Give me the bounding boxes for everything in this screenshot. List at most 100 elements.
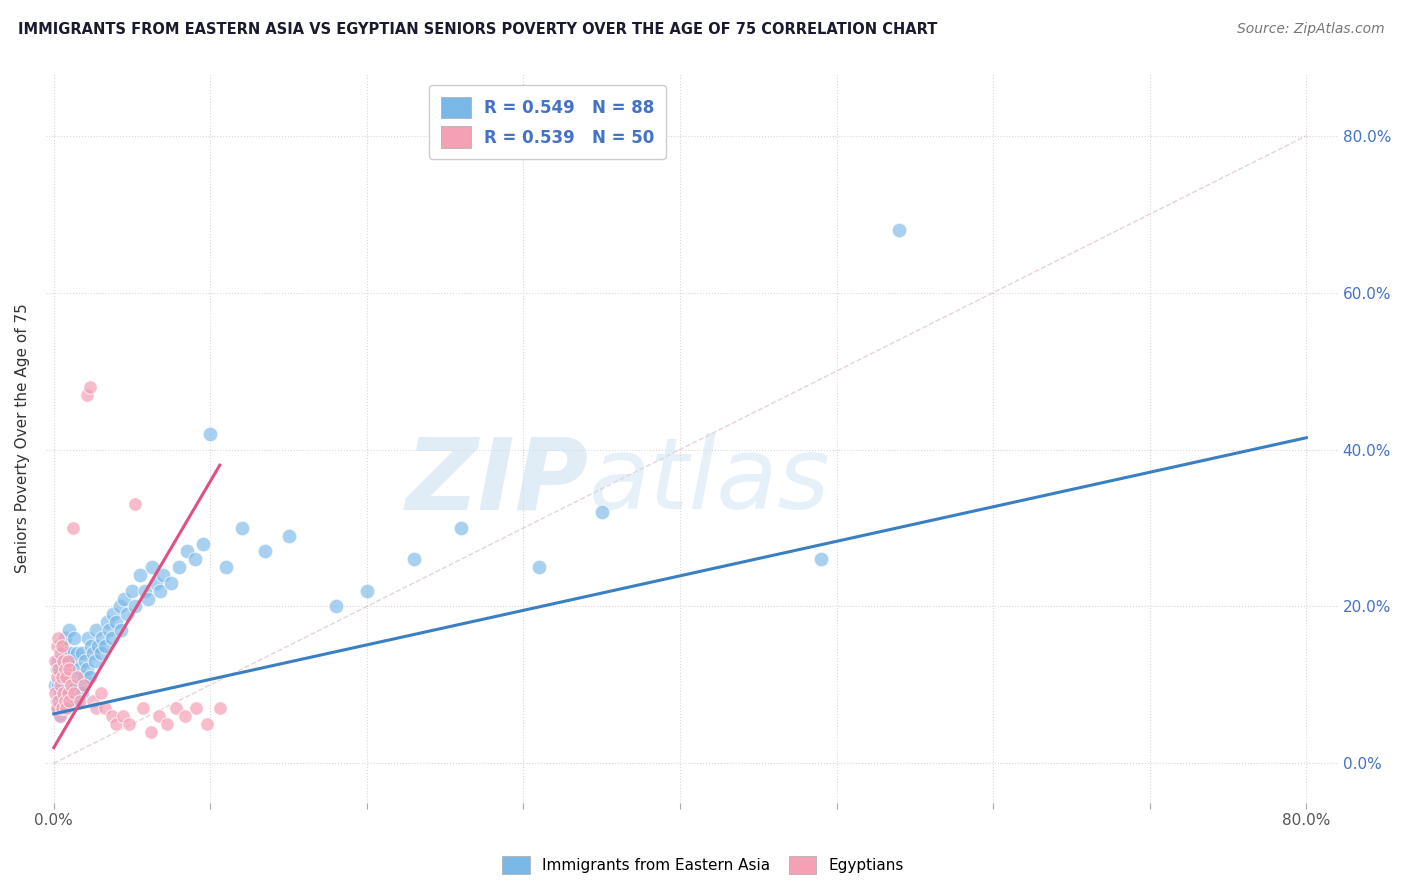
Point <box>55 701 77 715</box>
Point <box>200 426 222 441</box>
Point <box>83 654 105 668</box>
Point <box>149 583 172 598</box>
Point <box>51 701 73 715</box>
Point <box>45 701 67 715</box>
Point <box>124 599 146 614</box>
Legend: Immigrants from Eastern Asia, Egyptians: Immigrants from Eastern Asia, Egyptians <box>496 850 910 880</box>
Point <box>45 662 67 676</box>
Point <box>277 529 299 543</box>
Point <box>145 575 167 590</box>
Point <box>152 568 174 582</box>
Point <box>67 662 90 676</box>
Point <box>56 693 79 707</box>
Point <box>49 709 72 723</box>
Point <box>77 631 100 645</box>
Point <box>51 678 73 692</box>
Point <box>96 615 118 629</box>
Point <box>56 662 79 676</box>
Y-axis label: Seniors Poverty Over the Age of 75: Seniors Poverty Over the Age of 75 <box>15 303 30 573</box>
Point <box>136 591 159 606</box>
Point <box>53 631 76 645</box>
Point <box>45 639 67 653</box>
Point <box>103 607 125 622</box>
Legend: R = 0.549   N = 88, R = 0.539   N = 50: R = 0.549 N = 88, R = 0.539 N = 50 <box>429 85 666 160</box>
Point <box>45 670 67 684</box>
Point <box>134 583 156 598</box>
Point <box>111 709 134 723</box>
Point <box>76 387 98 401</box>
Point <box>48 701 70 715</box>
Point <box>55 670 77 684</box>
Point <box>51 639 73 653</box>
Point <box>56 686 79 700</box>
Point <box>52 639 75 653</box>
Point <box>70 686 93 700</box>
Point <box>174 709 197 723</box>
Point <box>450 521 472 535</box>
Point <box>53 693 76 707</box>
Point <box>160 575 183 590</box>
Point <box>48 654 70 668</box>
Point <box>62 521 84 535</box>
Point <box>52 693 75 707</box>
Point <box>58 654 80 668</box>
Point <box>100 709 122 723</box>
Point <box>51 670 73 684</box>
Point <box>132 701 155 715</box>
Point <box>49 686 72 700</box>
Point <box>75 654 97 668</box>
Point <box>66 670 89 684</box>
Text: atlas: atlas <box>589 433 830 530</box>
Point <box>60 647 83 661</box>
Point <box>66 693 89 707</box>
Point <box>82 647 104 661</box>
Point <box>889 223 911 237</box>
Point <box>62 654 84 668</box>
Point <box>91 631 114 645</box>
Point <box>129 568 152 582</box>
Point <box>110 623 132 637</box>
Point <box>48 662 70 676</box>
Point <box>55 701 77 715</box>
Point <box>49 678 72 692</box>
Point <box>591 505 613 519</box>
Point <box>66 647 89 661</box>
Point <box>48 678 70 692</box>
Point <box>62 693 84 707</box>
Point <box>51 647 73 661</box>
Point <box>105 615 128 629</box>
Point <box>215 560 238 574</box>
Point <box>105 717 128 731</box>
Point <box>402 552 425 566</box>
Point <box>49 709 72 723</box>
Point <box>90 647 112 661</box>
Point <box>155 717 177 731</box>
Point <box>63 686 86 700</box>
Point <box>356 583 378 598</box>
Point <box>90 686 112 700</box>
Point <box>80 639 103 653</box>
Point <box>195 717 218 731</box>
Point <box>49 647 72 661</box>
Point <box>117 607 139 622</box>
Point <box>55 647 77 661</box>
Point <box>208 701 231 715</box>
Point <box>53 662 76 676</box>
Point <box>48 631 70 645</box>
Text: ZIP: ZIP <box>405 433 589 530</box>
Point <box>60 678 83 692</box>
Point <box>52 670 75 684</box>
Point <box>72 670 94 684</box>
Point <box>72 678 94 692</box>
Point <box>124 498 146 512</box>
Point <box>53 686 76 700</box>
Point <box>94 639 117 653</box>
Point <box>176 544 198 558</box>
Point <box>100 631 122 645</box>
Point <box>49 662 72 676</box>
Text: Source: ZipAtlas.com: Source: ZipAtlas.com <box>1237 22 1385 37</box>
Point <box>51 701 73 715</box>
Point <box>325 599 347 614</box>
Point <box>52 654 75 668</box>
Point <box>55 670 77 684</box>
